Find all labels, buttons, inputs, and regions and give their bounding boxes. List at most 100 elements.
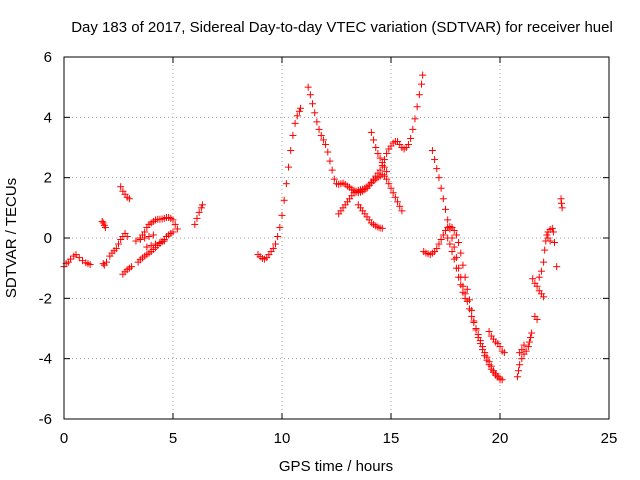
data-point (465, 305, 473, 313)
data-point (518, 346, 526, 354)
data-point (67, 255, 75, 263)
data-point (553, 263, 561, 271)
y-tick-label: 6 (44, 49, 52, 66)
data-point (483, 353, 491, 361)
data-point (428, 147, 436, 155)
data-point (446, 240, 454, 248)
data-point (533, 282, 541, 290)
y-tick-label: -6 (39, 411, 52, 428)
data-point (75, 254, 83, 262)
data-point (479, 343, 487, 351)
data-point (306, 91, 314, 99)
data-point (528, 329, 536, 337)
data-point (173, 225, 181, 233)
data-point (394, 198, 402, 206)
data-point (136, 236, 144, 244)
data-point (271, 240, 279, 248)
data-point (459, 261, 467, 269)
data-point (557, 199, 565, 207)
data-point (304, 83, 312, 91)
data-point (450, 243, 458, 251)
data-point (101, 223, 109, 231)
data-point (476, 337, 484, 345)
x-tick-label: 10 (274, 430, 291, 447)
data-point (404, 140, 412, 148)
data-point (387, 184, 395, 192)
data-point (485, 358, 493, 366)
data-point (418, 80, 426, 88)
data-point (86, 261, 94, 269)
data-point (103, 258, 111, 266)
data-point (459, 288, 467, 296)
data-point (524, 343, 532, 351)
data-point (197, 204, 205, 212)
data-point (112, 245, 120, 253)
data-point (487, 362, 495, 370)
data-point (551, 239, 558, 247)
data-point (269, 245, 277, 253)
data-point (276, 223, 284, 231)
data-point (115, 240, 122, 248)
data-point (145, 232, 153, 240)
data-point (470, 318, 478, 326)
y-tick-label: 4 (44, 109, 52, 126)
data-point (450, 226, 458, 234)
data-point (463, 285, 471, 293)
data-point (444, 234, 452, 242)
data-point (485, 328, 493, 336)
data-point (543, 231, 551, 239)
x-tick-labels: 0 5 10 15 20 25 (60, 430, 618, 447)
x-tick-label: 20 (492, 430, 509, 447)
data-point (461, 294, 469, 302)
data-point (450, 255, 458, 263)
y-tick-label: -2 (39, 290, 52, 307)
data-point (324, 148, 332, 156)
data-point (191, 220, 199, 228)
data-point (372, 144, 380, 151)
data-point (437, 236, 445, 244)
y-tick-label: 0 (44, 230, 52, 247)
data-point (474, 331, 482, 339)
data-point (315, 125, 323, 133)
data-point (541, 246, 549, 254)
x-tick-label: 0 (60, 430, 68, 447)
data-point (328, 166, 336, 174)
data-point (311, 109, 319, 117)
data-point (378, 159, 386, 167)
data-point (380, 163, 388, 171)
data-point (169, 228, 177, 236)
data-point (444, 216, 452, 224)
data-point (537, 267, 545, 275)
data-point (540, 258, 548, 266)
data-point (515, 367, 523, 375)
data-point (481, 349, 489, 357)
x-tick-label: 5 (169, 430, 177, 447)
data-point (407, 134, 415, 142)
data-point (326, 157, 334, 165)
data-point (297, 104, 305, 112)
data-point (513, 373, 521, 381)
data-point (529, 275, 537, 283)
data-point (472, 325, 480, 332)
data-point (385, 180, 393, 188)
data-point (374, 150, 382, 158)
data-point (435, 174, 443, 182)
data-points (60, 71, 566, 384)
data-point (309, 100, 317, 108)
data-point (278, 211, 286, 219)
data-point (123, 232, 131, 240)
data-point (457, 281, 465, 289)
data-point (322, 140, 330, 148)
data-point (548, 224, 556, 232)
data-point (319, 136, 327, 144)
data-point (376, 154, 384, 162)
data-point (398, 207, 406, 215)
data-point (128, 263, 136, 271)
data-point (280, 196, 288, 204)
y-tick-label: -4 (39, 351, 52, 368)
y-axis-label: SDTVAR / TECUs (3, 178, 20, 298)
data-point (125, 195, 133, 203)
data-point (527, 334, 535, 342)
data-point (448, 248, 456, 256)
